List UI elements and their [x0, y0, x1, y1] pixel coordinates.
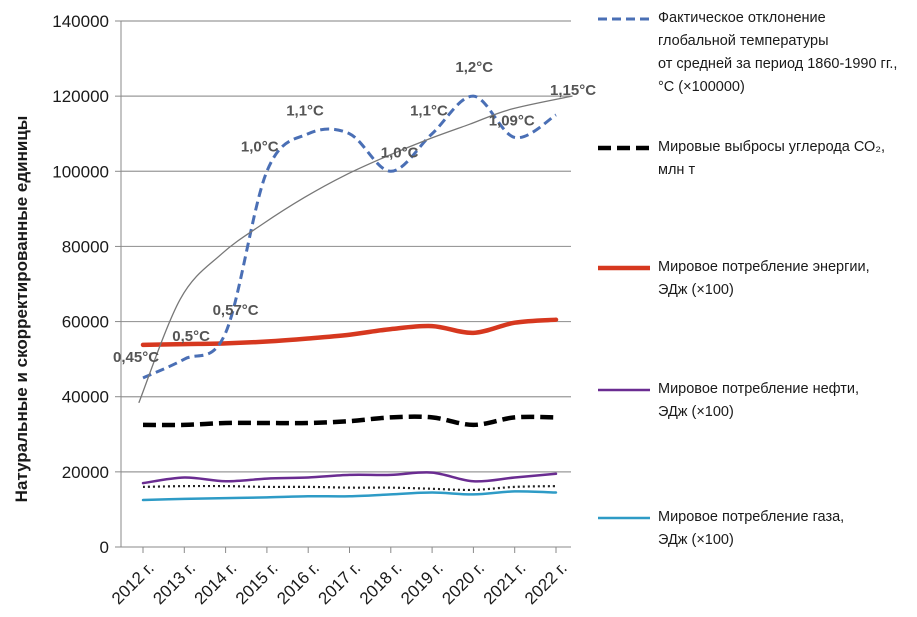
- legend-swatch-co2: [598, 145, 650, 151]
- y-tick-label: 0: [100, 538, 109, 557]
- legend-label-oil: Мировое потребление нефти, ЭДж (×100): [658, 381, 860, 420]
- series-line-temp: [142, 94, 557, 380]
- legend-swatch-temp: [598, 17, 650, 21]
- chart-legend: Фактическое отклонение глобальной темпер…: [596, 0, 917, 617]
- x-tick-label: 2019 г.: [397, 558, 447, 608]
- temperature-label: 0,45°C: [113, 349, 159, 366]
- x-tick-label: 2022 г.: [521, 558, 571, 608]
- series-line-oil: [141, 471, 558, 485]
- series-line-trend: [138, 95, 573, 403]
- y-tick-labels: 0 20000 40000 60000 80000 100000 120000 140000: [52, 12, 109, 557]
- x-tick-labels: 2012 г.2013 г.2014 г.2015 г.2016 г.2017 …: [108, 558, 571, 608]
- y-tick-label: 40000: [62, 388, 109, 407]
- temperature-label: 0,57°C: [213, 302, 259, 319]
- chart-axes: [115, 20, 571, 553]
- x-tick-label: 2015 г.: [232, 558, 282, 608]
- legend-label-energy: Мировое потребление энергии, ЭДж (×100): [658, 259, 870, 298]
- legend-label-co2: Мировые выбросы углерода СО₂, млн т: [658, 139, 885, 178]
- x-tick-label: 2013 г.: [149, 558, 199, 608]
- legend-swatch-oil: [598, 388, 650, 392]
- x-tick-label: 2021 г.: [480, 558, 530, 608]
- y-tick-label: 80000: [62, 237, 109, 256]
- y-tick-label: 140000: [52, 12, 109, 31]
- chart-grid: [121, 20, 571, 473]
- x-tick-label: 2012 г.: [108, 558, 158, 608]
- y-axis-label: Натуральные и скорректированные единицы: [12, 116, 31, 503]
- x-tick-label: 2020 г.: [438, 558, 488, 608]
- series-line-coal: [142, 484, 557, 492]
- legend-label-temp: Фактическое отклонение глобальной темпер…: [658, 10, 898, 95]
- series-line-co2: [142, 414, 557, 428]
- y-tick-label: 100000: [52, 162, 109, 181]
- x-tick-label: 2018 г.: [356, 558, 406, 608]
- temperature-label: 1,0°C: [241, 138, 279, 155]
- y-tick-label: 60000: [62, 313, 109, 332]
- x-tick-label: 2017 г.: [315, 558, 365, 608]
- legend-swatch-energy: [598, 265, 650, 271]
- temperature-labels: 0,45°C 0,5°C0,57°C 1,0°C 1,1°C 1,0°C 1,1°C 1,2…: [113, 59, 596, 366]
- series-line-gas: [141, 490, 558, 502]
- legend-swatch-gas: [598, 516, 650, 520]
- y-tick-label: 20000: [62, 463, 109, 482]
- chart-series: [138, 94, 573, 502]
- temperature-label: 1,15°C: [550, 82, 596, 99]
- series-line-energy: [140, 317, 559, 348]
- y-tick-label: 120000: [52, 87, 109, 106]
- x-tick-label: 2016 г.: [273, 558, 323, 608]
- temperature-label: 1,09°C: [489, 112, 535, 129]
- temperature-label: 1,2°C: [455, 59, 493, 76]
- x-tick-label: 2014 г.: [191, 558, 241, 608]
- legend-label-gas: Мировое потребление газа, ЭДж (×100): [658, 509, 845, 548]
- temperature-label: 0,5°C: [172, 328, 210, 345]
- temperature-label: 1,0°C: [381, 144, 419, 161]
- temperature-label: 1,1°C: [410, 103, 448, 120]
- temperature-label: 1,1°C: [286, 103, 324, 120]
